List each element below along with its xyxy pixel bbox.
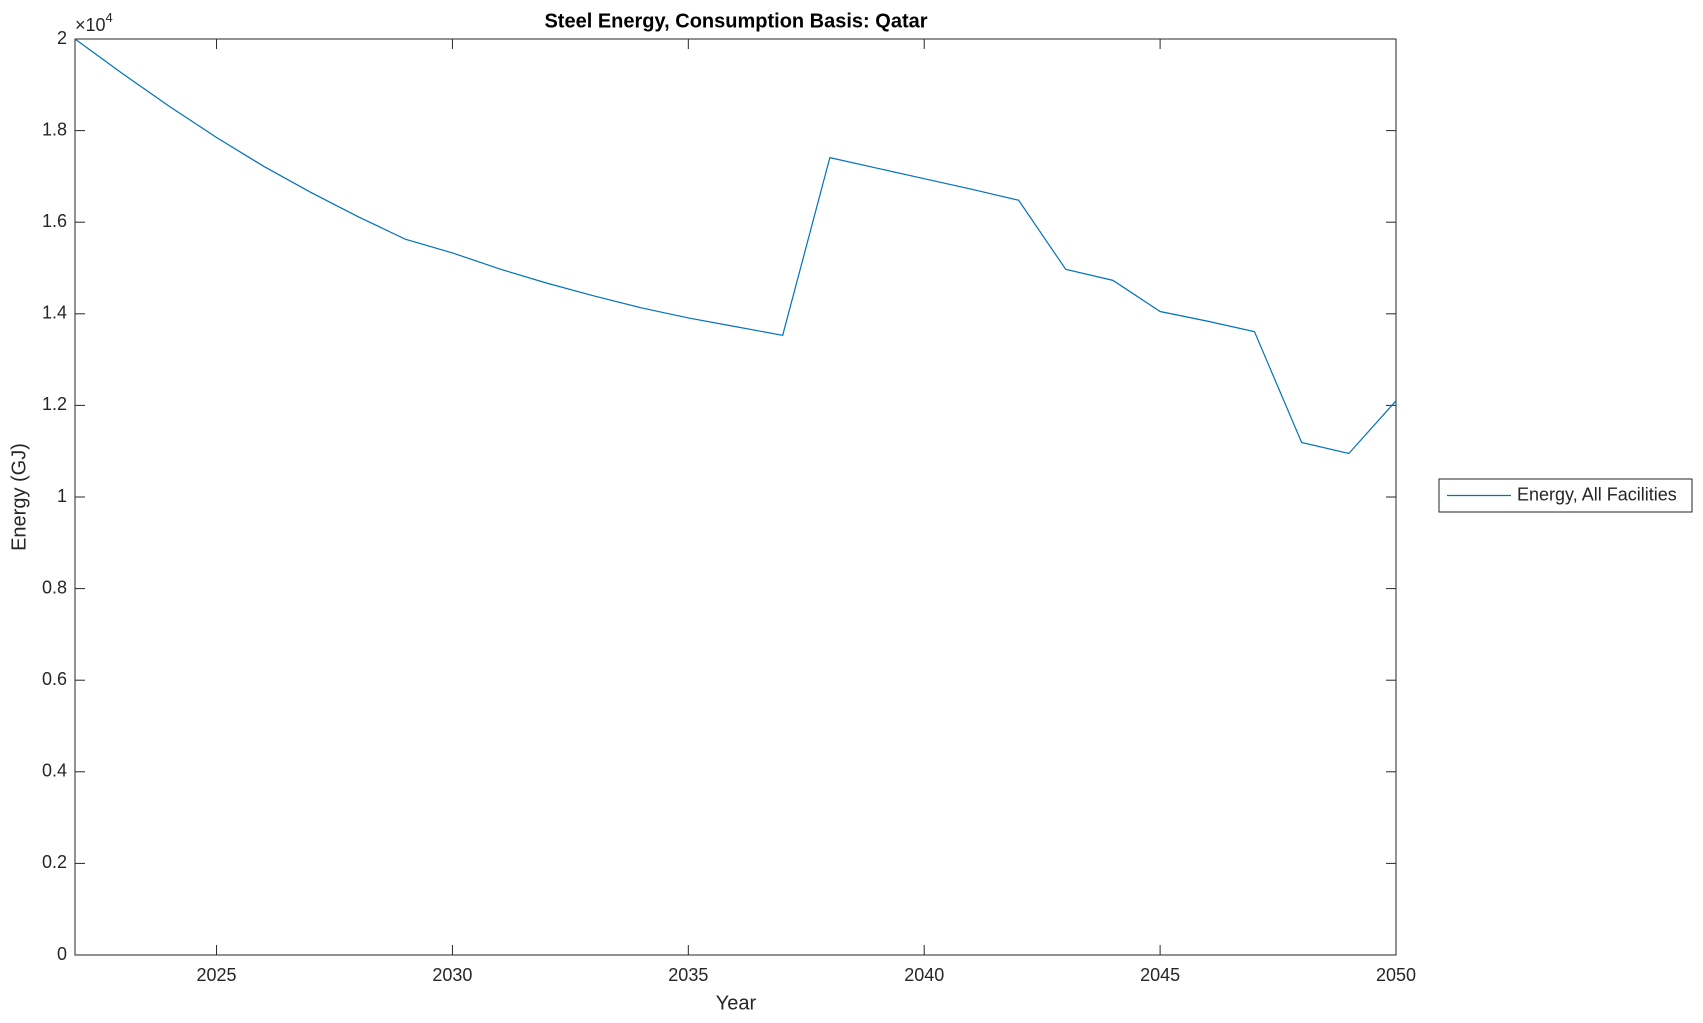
x-tick-label: 2045 bbox=[1140, 965, 1180, 985]
y-tick-label: 0 bbox=[57, 944, 67, 964]
y-tick-label: 0.8 bbox=[42, 577, 67, 597]
y-tick-label: 0.4 bbox=[42, 761, 67, 781]
x-axis-label: Year bbox=[716, 992, 757, 1014]
y-tick-label: 1.8 bbox=[42, 119, 67, 139]
y-tick-label: 0.2 bbox=[42, 852, 67, 872]
y-multiplier: ×104 bbox=[75, 10, 113, 34]
chart-title: Steel Energy, Consumption Basis: Qatar bbox=[544, 10, 927, 32]
y-multiplier-base: ×10 bbox=[75, 15, 106, 35]
x-tick-label: 2035 bbox=[668, 965, 708, 985]
y-multiplier-exponent: 4 bbox=[106, 10, 113, 25]
x-tick-label: 2030 bbox=[432, 965, 472, 985]
y-tick-label: 1 bbox=[57, 486, 67, 506]
y-tick-label: 2 bbox=[57, 28, 67, 48]
legend: Energy, All Facilities bbox=[1438, 478, 1693, 513]
legend-label: Energy, All Facilities bbox=[1517, 484, 1677, 504]
x-tick-label: 2050 bbox=[1376, 965, 1416, 985]
data-line bbox=[74, 38, 1397, 455]
y-tick-label: 1.6 bbox=[42, 211, 67, 231]
y-axis-label: Energy (GJ) bbox=[8, 443, 30, 551]
y-tick-label: 1.4 bbox=[42, 303, 67, 323]
x-tick-label: 2025 bbox=[197, 965, 237, 985]
y-tick-label: 1.2 bbox=[42, 394, 67, 414]
y-tick-label: 0.6 bbox=[42, 669, 67, 689]
x-tick-label: 2040 bbox=[904, 965, 944, 985]
